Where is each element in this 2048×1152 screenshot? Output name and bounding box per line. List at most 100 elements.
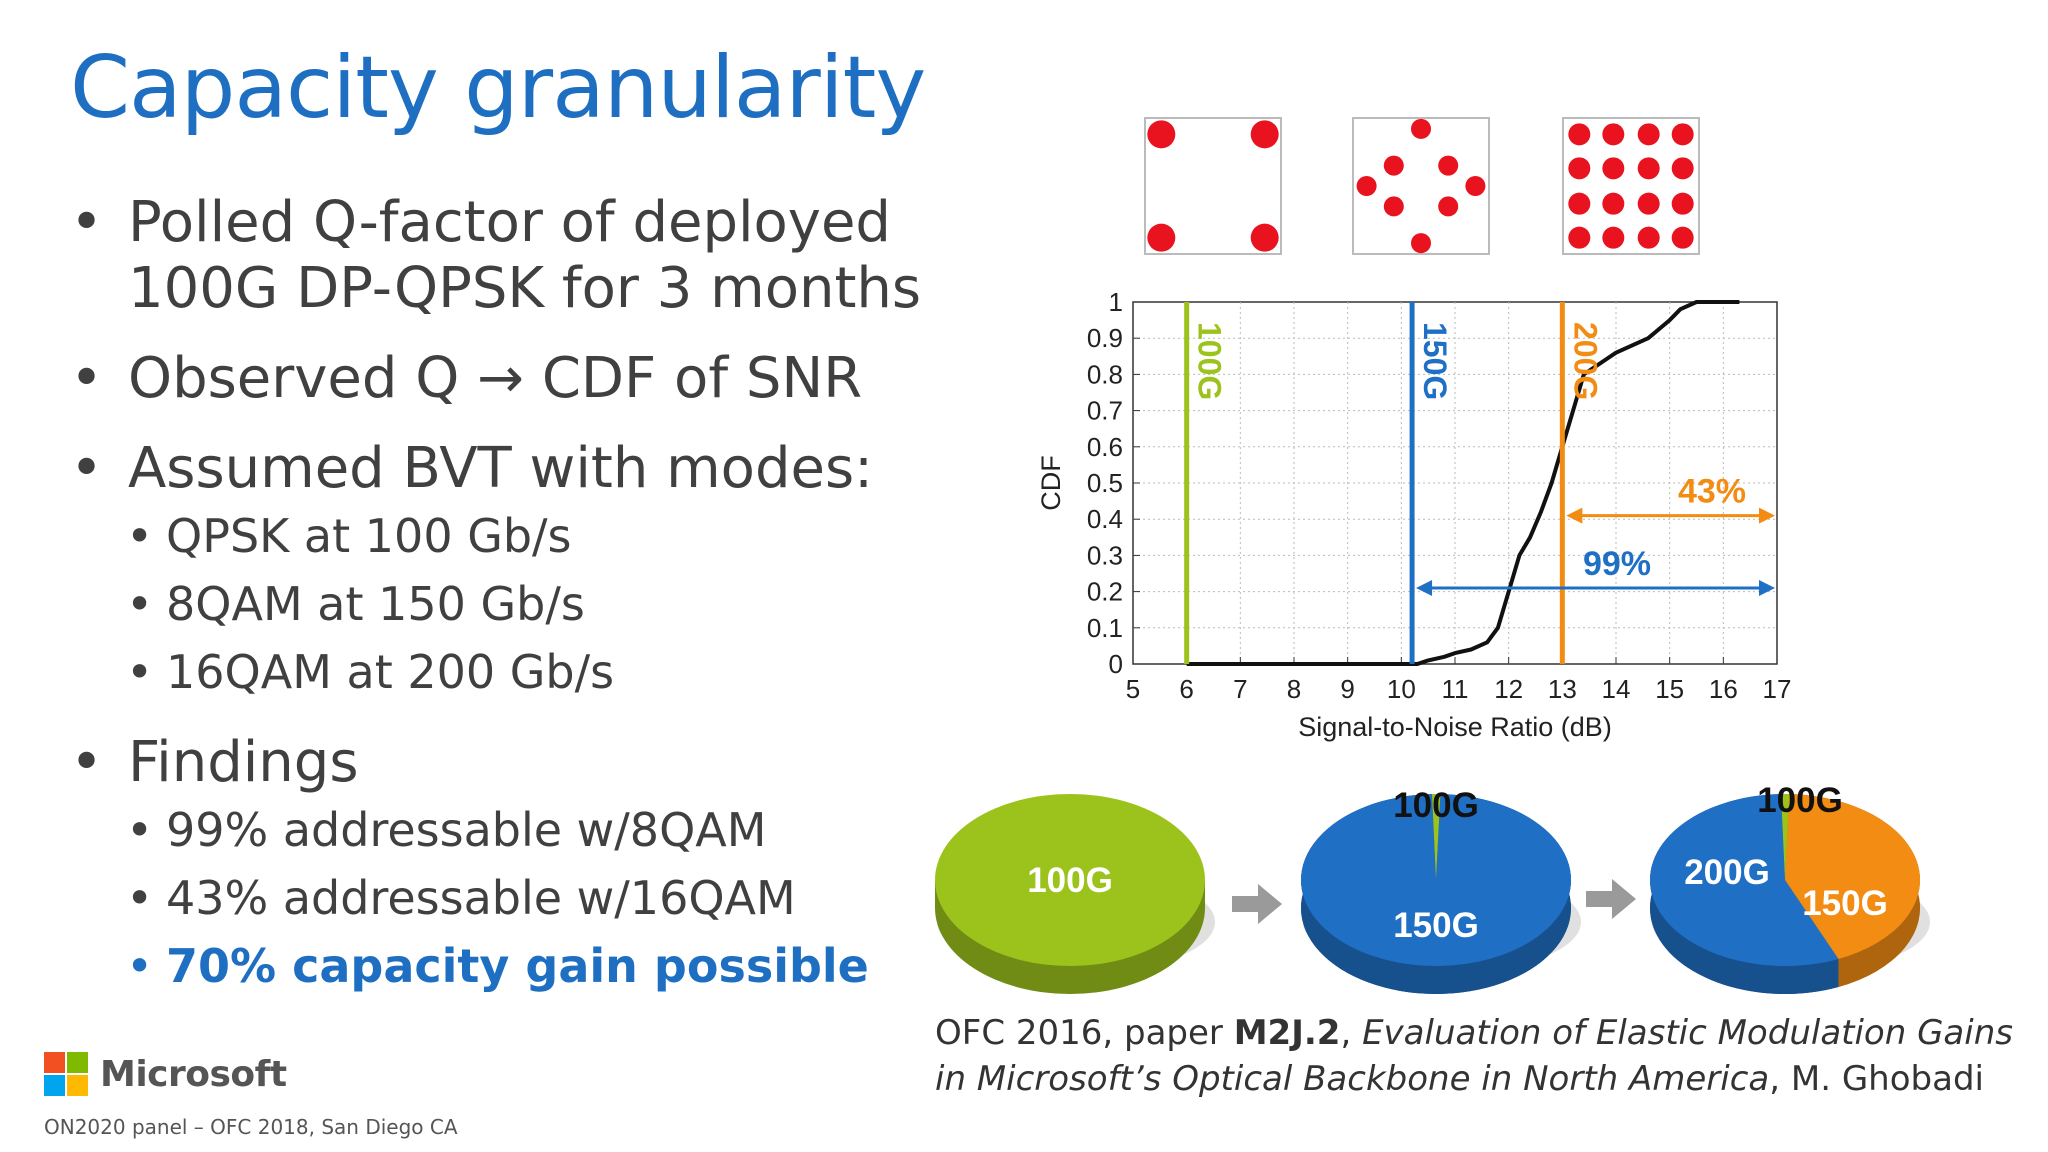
citation-sep: , bbox=[1340, 1013, 1363, 1053]
y-tick-label: 0.2 bbox=[1087, 577, 1123, 607]
constellation-point bbox=[1671, 157, 1694, 180]
y-tick-label: 1 bbox=[1109, 287, 1123, 317]
bullet-text: 16QAM at 200 Gb/s bbox=[166, 645, 615, 699]
bullet-text: 99% addressable w/8QAM bbox=[166, 803, 767, 857]
x-tick-label: 5 bbox=[1126, 674, 1140, 704]
constellation-point bbox=[1438, 196, 1459, 217]
logo-text: Microsoft bbox=[100, 1054, 287, 1095]
footer-text: ON2020 panel – OFC 2018, San Diego CA bbox=[44, 1115, 458, 1139]
bullet-text: Observed Q → CDF of SNR bbox=[128, 346, 863, 411]
annotation-arrow-head-left bbox=[1566, 507, 1583, 524]
constellation-point bbox=[1637, 192, 1660, 215]
bullet-item: • Assumed BVT with modes: bbox=[70, 436, 930, 502]
transition-arrow-icon bbox=[1586, 879, 1636, 919]
y-tick-label: 0 bbox=[1109, 649, 1123, 679]
bullet-dot-icon: • bbox=[126, 803, 154, 857]
x-tick-label: 12 bbox=[1494, 674, 1523, 704]
pie-wall bbox=[1649, 794, 1839, 995]
threshold-label-150g: 150G bbox=[1417, 322, 1453, 400]
y-tick-label: 0.6 bbox=[1087, 432, 1123, 462]
x-tick-label: 7 bbox=[1233, 674, 1247, 704]
pie-chart: 100G bbox=[935, 794, 1215, 994]
bullet-dot-icon: • bbox=[70, 730, 104, 795]
bullet-text: Polled Q-factor of deployed 100G DP-QPSK… bbox=[128, 190, 922, 321]
citation-line-2: in Microsoft’s Optical Backbone in North… bbox=[935, 1056, 2013, 1102]
bullet-dot-icon: • bbox=[70, 436, 104, 501]
x-tick-label: 13 bbox=[1548, 674, 1577, 704]
constellation-point bbox=[1568, 157, 1591, 180]
citation-prefix: OFC 2016, paper bbox=[935, 1013, 1234, 1053]
bullet-item: • 16QAM at 200 Gb/s bbox=[70, 638, 930, 706]
annotation-label: 43% bbox=[1678, 473, 1746, 511]
constellation-point bbox=[1671, 226, 1694, 249]
x-tick-label: 15 bbox=[1655, 674, 1684, 704]
bullet-item: • 8QAM at 150 Gb/s bbox=[70, 570, 930, 638]
cdf-chart: 5 6 7 8 9 10 11 12 13 14 15 16 17 0 0.1 0.2 0.3 0.4 0.5 0.6… bbox=[1036, 287, 1791, 742]
y-tick-label: 0.4 bbox=[1087, 504, 1123, 534]
pie-slice-100g bbox=[1431, 794, 1441, 880]
bullet-dot-icon: • bbox=[126, 645, 154, 699]
constellation-point bbox=[1438, 155, 1459, 176]
pie-slice-150g bbox=[1649, 794, 1839, 966]
constellation-point bbox=[1356, 176, 1377, 196]
constellation-point bbox=[1637, 226, 1660, 249]
constellation-point bbox=[1147, 120, 1176, 149]
x-tick-label: 8 bbox=[1287, 674, 1301, 704]
bullet-item: • 99% addressable w/8QAM bbox=[70, 796, 930, 864]
transition-arrow-icon bbox=[1232, 884, 1282, 924]
citation-line-1: OFC 2016, paper M2J.2, Evaluation of Ela… bbox=[935, 1010, 2013, 1056]
pie-label: 150G bbox=[1393, 906, 1479, 945]
bullet-text: Assumed BVT with modes: bbox=[128, 436, 873, 501]
constellation-point bbox=[1568, 192, 1591, 215]
bullet-dot-icon: • bbox=[126, 939, 154, 993]
constellation-point bbox=[1568, 226, 1591, 249]
bullet-dot-icon: • bbox=[70, 346, 104, 411]
bullet-dot-icon: • bbox=[126, 577, 154, 631]
constellation-point bbox=[1250, 223, 1279, 252]
cdf-curve bbox=[1186, 300, 1740, 666]
pie-label: 150G bbox=[1802, 884, 1888, 923]
x-tick-label: 9 bbox=[1340, 674, 1354, 704]
bullet-dot-icon: • bbox=[70, 190, 104, 255]
y-tick-label: 0.8 bbox=[1087, 359, 1123, 389]
constellation-point bbox=[1602, 192, 1625, 215]
bullet-text: 43% addressable w/16QAM bbox=[166, 871, 796, 925]
pie-slice-150g bbox=[1301, 794, 1572, 967]
citation-paper-id: M2J.2 bbox=[1233, 1013, 1341, 1053]
constellation-point bbox=[1568, 123, 1591, 146]
y-tick-label: 0.3 bbox=[1087, 540, 1123, 570]
constellation-8qam bbox=[1352, 117, 1490, 255]
pie-chart: 150G 100G bbox=[1300, 786, 1581, 995]
x-tick-label: 6 bbox=[1179, 674, 1193, 704]
bullet-text: QPSK at 100 Gb/s bbox=[166, 509, 572, 563]
bullet-item: • Observed Q → CDF of SNR bbox=[70, 346, 930, 412]
constellation-point bbox=[1147, 223, 1176, 252]
constellation-point bbox=[1250, 120, 1279, 149]
bullet-list: • Polled Q-factor of deployed 100G DP-QPS… bbox=[70, 190, 930, 1000]
pie-label: 100G bbox=[1393, 786, 1479, 825]
x-axis-label: Signal-to-Noise Ratio (dB) bbox=[1298, 712, 1612, 742]
constellation-point bbox=[1411, 118, 1431, 139]
citation: OFC 2016, paper M2J.2, Evaluation of Ela… bbox=[935, 1010, 2013, 1102]
slide-title: Capacity granularity bbox=[70, 38, 926, 138]
constellation-point bbox=[1383, 155, 1404, 176]
y-axis-label: CDF bbox=[1036, 455, 1066, 511]
y-tick-label: 0.5 bbox=[1087, 468, 1123, 498]
citation-title-2: in Microsoft’s Optical Backbone in North… bbox=[935, 1059, 1770, 1099]
annotation-arrow-head-left bbox=[1416, 579, 1433, 596]
constellation-16qam bbox=[1562, 117, 1700, 255]
y-tick-label: 0.9 bbox=[1087, 323, 1123, 353]
constellation-point bbox=[1602, 226, 1625, 249]
bullet-dot-icon: • bbox=[126, 871, 154, 925]
bullet-dot-icon: • bbox=[126, 509, 154, 563]
constellation-qpsk bbox=[1144, 117, 1282, 255]
constellation-point bbox=[1411, 233, 1431, 254]
pie-label: 100G bbox=[1757, 781, 1843, 820]
constellation-point bbox=[1637, 157, 1660, 180]
x-tick-label: 17 bbox=[1763, 674, 1792, 704]
pie-chart: 200G 150G 100G bbox=[1649, 781, 1930, 995]
x-tick-label: 10 bbox=[1387, 674, 1416, 704]
pie-label: 200G bbox=[1684, 853, 1770, 892]
constellation-point bbox=[1671, 192, 1694, 215]
